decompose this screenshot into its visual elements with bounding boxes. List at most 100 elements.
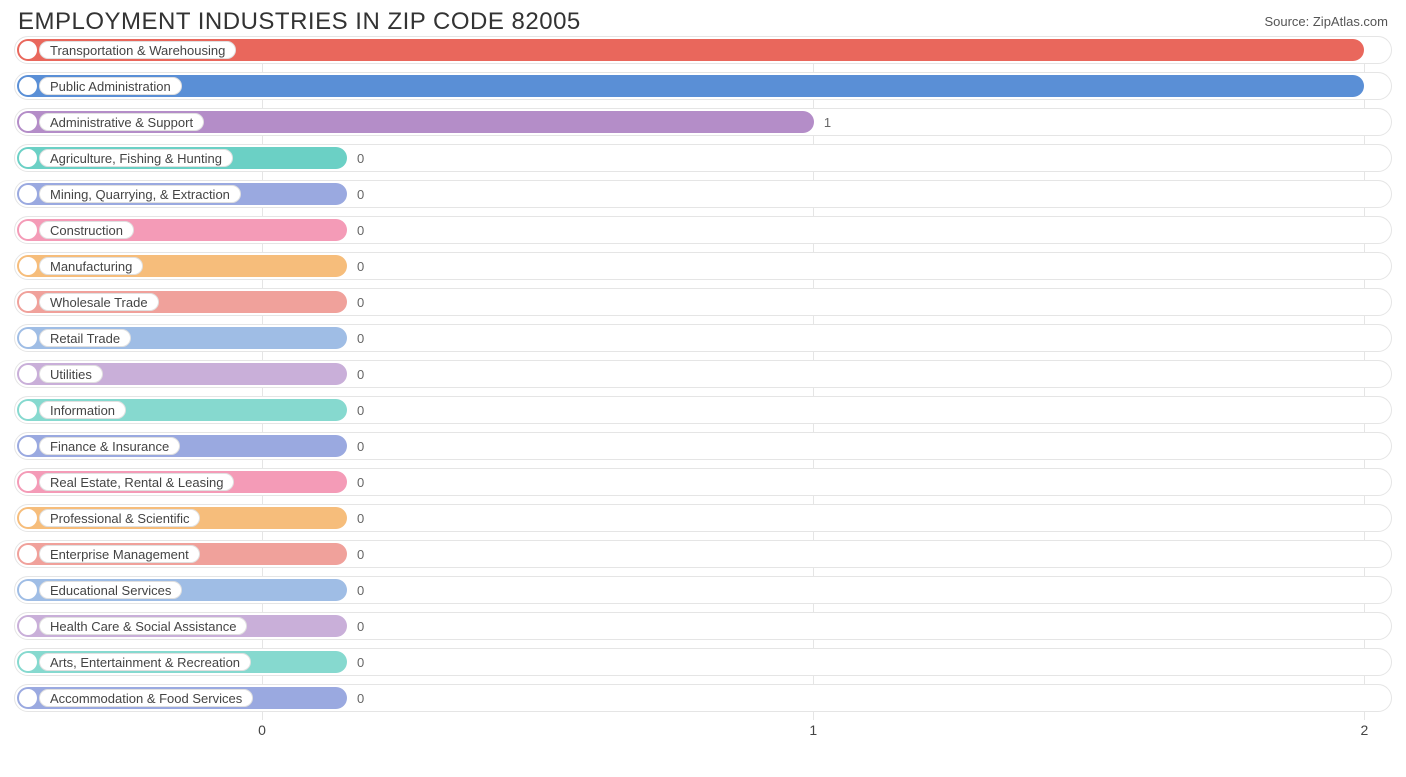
bar-label-pill: Transportation & Warehousing [39,41,236,59]
bar-label-pill: Arts, Entertainment & Recreation [39,653,251,671]
bar-label-pill: Finance & Insurance [39,437,180,455]
bar-value: 0 [357,147,364,169]
bar-cap [19,221,37,239]
bar-label-pill: Agriculture, Fishing & Hunting [39,149,233,167]
bar-row-inner: Utilities 0 [17,363,1389,385]
bar-cap [19,473,37,491]
bar-value: 0 [357,183,364,205]
bar-row-inner: Professional & Scientific0 [17,507,1389,529]
bar-row: Finance & Insurance 0 [14,432,1392,460]
bar-row-inner: Construction 0 [17,219,1389,241]
bar-row: Wholesale Trade 0 [14,288,1392,316]
bar-value: 2 [1372,39,1379,61]
bar-row-inner: Public Administration 2 [17,75,1389,97]
bar-row-inner: Administrative & Support1 [17,111,1389,133]
bar-label-pill: Health Care & Social Assistance [39,617,247,635]
bar-label-pill: Accommodation & Food Services [39,689,253,707]
bar-row-inner: Finance & Insurance 0 [17,435,1389,457]
bar-row: Information0 [14,396,1392,424]
chart-rows: Transportation & Warehousing2Public Admi… [14,36,1392,712]
bar-value: 0 [357,327,364,349]
bar-row: Professional & Scientific0 [14,504,1392,532]
chart-container: { "header": { "title": "EMPLOYMENT INDUS… [0,0,1406,777]
bar-value: 0 [357,363,364,385]
bar-value: 0 [357,687,364,709]
chart-x-axis: 0 1 2 [14,720,1392,744]
bar-label-pill: Educational Services [39,581,182,599]
bar-value: 0 [357,471,364,493]
bar-value: 0 [357,615,364,637]
bar-row: Health Care & Social Assistance 0 [14,612,1392,640]
bar-row: Manufacturing 0 [14,252,1392,280]
x-axis-tick-label: 1 [809,722,817,738]
bar-cap [19,185,37,203]
bar-value: 0 [357,651,364,673]
bar-value: 0 [357,435,364,457]
bar-row-inner: Arts, Entertainment & Recreation 0 [17,651,1389,673]
bar-cap [19,617,37,635]
bar-value: 0 [357,543,364,565]
bar-row-inner: Health Care & Social Assistance 0 [17,615,1389,637]
bar-row-inner: Enterprise Management0 [17,543,1389,565]
bar-cap [19,509,37,527]
bar-cap [19,113,37,131]
bar-row: Agriculture, Fishing & Hunting 0 [14,144,1392,172]
bar-row: Public Administration 2 [14,72,1392,100]
bar-cap [19,653,37,671]
bar-label-pill: Manufacturing [39,257,143,275]
bar-value: 1 [824,111,831,133]
chart-header: EMPLOYMENT INDUSTRIES IN ZIP CODE 82005 … [0,0,1406,36]
bar-value: 0 [357,219,364,241]
bar-value: 0 [357,255,364,277]
source-prefix: Source: [1264,14,1312,29]
bar-row-inner: Transportation & Warehousing 2 [17,39,1389,61]
bar-row-inner: Wholesale Trade 0 [17,291,1389,313]
bar-row: Real Estate, Rental & Leasing 0 [14,468,1392,496]
bar-label-pill: Utilities [39,365,103,383]
bar-cap [19,401,37,419]
bar-row: Transportation & Warehousing 2 [14,36,1392,64]
x-axis-tick-label: 2 [1361,722,1369,738]
bar-row: Enterprise Management0 [14,540,1392,568]
bar-row-inner: Educational Services 0 [17,579,1389,601]
bar-cap [19,329,37,347]
x-axis-tick-label: 0 [258,722,266,738]
bar-row-inner: Accommodation & Food Services 0 [17,687,1389,709]
bar-cap [19,365,37,383]
bar-fill [17,75,1364,97]
bar-row: Arts, Entertainment & Recreation 0 [14,648,1392,676]
bar-cap [19,689,37,707]
bar-row: Construction 0 [14,216,1392,244]
bar-row: Accommodation & Food Services 0 [14,684,1392,712]
bar-cap [19,257,37,275]
bar-row-inner: Retail Trade0 [17,327,1389,349]
bar-label-pill: Wholesale Trade [39,293,159,311]
bar-value: 2 [1372,75,1379,97]
bar-label-pill: Public Administration [39,77,182,95]
chart-source: Source: ZipAtlas.com [1264,8,1388,29]
bar-row-inner: Mining, Quarrying, & Extraction 0 [17,183,1389,205]
bar-label-pill: Mining, Quarrying, & Extraction [39,185,241,203]
bar-label-pill: Construction [39,221,134,239]
bar-cap [19,437,37,455]
chart-plot-area: Transportation & Warehousing2Public Admi… [14,36,1392,736]
bar-row-inner: Manufacturing 0 [17,255,1389,277]
source-name: ZipAtlas.com [1313,14,1388,29]
bar-value: 0 [357,507,364,529]
bar-row: Educational Services 0 [14,576,1392,604]
bar-value: 0 [357,291,364,313]
bar-row-inner: Real Estate, Rental & Leasing 0 [17,471,1389,493]
bar-cap [19,77,37,95]
bar-cap [19,41,37,59]
bar-row: Retail Trade0 [14,324,1392,352]
bar-cap [19,149,37,167]
bar-row-inner: Agriculture, Fishing & Hunting 0 [17,147,1389,169]
bar-cap [19,293,37,311]
bar-row-inner: Information0 [17,399,1389,421]
bar-value: 0 [357,399,364,421]
bar-row: Utilities 0 [14,360,1392,388]
bar-label-pill: Real Estate, Rental & Leasing [39,473,234,491]
bar-row: Mining, Quarrying, & Extraction 0 [14,180,1392,208]
bar-value: 0 [357,579,364,601]
bar-cap [19,581,37,599]
